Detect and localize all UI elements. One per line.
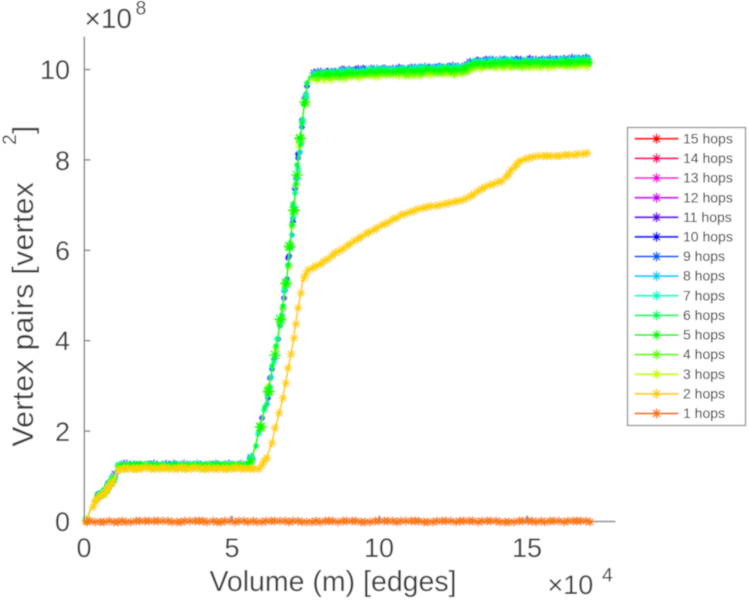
svg-text:10: 10 — [40, 55, 70, 85]
svg-text:Volume (m) [edges]: Volume (m) [edges] — [209, 566, 456, 598]
svg-text:0: 0 — [76, 533, 91, 563]
svg-text:9 hops: 9 hops — [683, 248, 725, 264]
svg-text:2 hops: 2 hops — [683, 386, 725, 402]
svg-text:13 hops: 13 hops — [683, 170, 733, 186]
svg-text:0: 0 — [55, 507, 70, 537]
svg-text:×10: ×10 — [548, 570, 594, 600]
svg-text:6 hops: 6 hops — [683, 307, 725, 323]
svg-text:10: 10 — [364, 533, 394, 563]
svg-text:11 hops: 11 hops — [683, 209, 732, 225]
svg-text:1 hops: 1 hops — [683, 405, 725, 421]
svg-text:15: 15 — [512, 533, 542, 563]
svg-text:6: 6 — [55, 236, 70, 266]
svg-text:15 hops: 15 hops — [683, 130, 733, 146]
svg-text:4: 4 — [602, 565, 613, 587]
svg-text:8: 8 — [55, 146, 70, 176]
svg-text:12 hops: 12 hops — [683, 189, 733, 205]
svg-text:8 hops: 8 hops — [683, 268, 725, 284]
svg-text:8: 8 — [136, 0, 147, 20]
svg-text:4: 4 — [55, 326, 70, 356]
svg-text:5 hops: 5 hops — [683, 327, 725, 343]
svg-text:5: 5 — [224, 533, 239, 563]
svg-text:14 hops: 14 hops — [683, 150, 733, 166]
svg-text:2: 2 — [55, 417, 70, 447]
svg-text:3 hops: 3 hops — [683, 366, 725, 382]
svg-text:4 hops: 4 hops — [683, 346, 725, 362]
svg-text:10 hops: 10 hops — [683, 229, 733, 245]
svg-text:7 hops: 7 hops — [683, 287, 725, 303]
svg-text:×10: ×10 — [85, 3, 133, 34]
